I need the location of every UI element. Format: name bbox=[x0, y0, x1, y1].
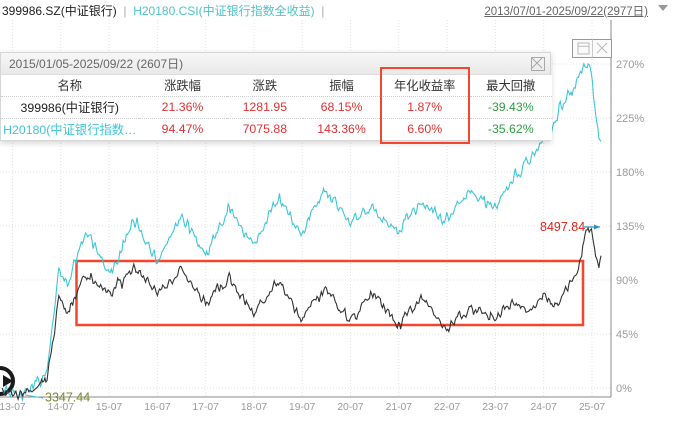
svg-text:13-07: 13-07 bbox=[0, 402, 26, 413]
svg-text:3347.44: 3347.44 bbox=[45, 391, 90, 405]
svg-text:45%: 45% bbox=[616, 329, 638, 341]
svg-text:25-07: 25-07 bbox=[579, 402, 606, 413]
svg-text:16-07: 16-07 bbox=[144, 402, 171, 413]
svg-text:0%: 0% bbox=[616, 383, 632, 395]
svg-text:15-07: 15-07 bbox=[96, 402, 123, 413]
svg-text:21-07: 21-07 bbox=[386, 402, 413, 413]
svg-text:19-07: 19-07 bbox=[289, 402, 316, 413]
svg-text:18-07: 18-07 bbox=[241, 402, 268, 413]
svg-text:22-07: 22-07 bbox=[434, 402, 461, 413]
svg-text:17-07: 17-07 bbox=[193, 402, 220, 413]
svg-text:225%: 225% bbox=[616, 113, 644, 125]
svg-text:20-07: 20-07 bbox=[337, 402, 364, 413]
svg-text:23-07: 23-07 bbox=[482, 402, 509, 413]
svg-text:180%: 180% bbox=[616, 167, 644, 179]
svg-text:135%: 135% bbox=[616, 221, 644, 233]
svg-text:8497.84: 8497.84 bbox=[540, 220, 585, 234]
svg-text:90%: 90% bbox=[616, 275, 638, 287]
svg-text:270%: 270% bbox=[616, 59, 644, 71]
svg-text:24-07: 24-07 bbox=[531, 402, 558, 413]
